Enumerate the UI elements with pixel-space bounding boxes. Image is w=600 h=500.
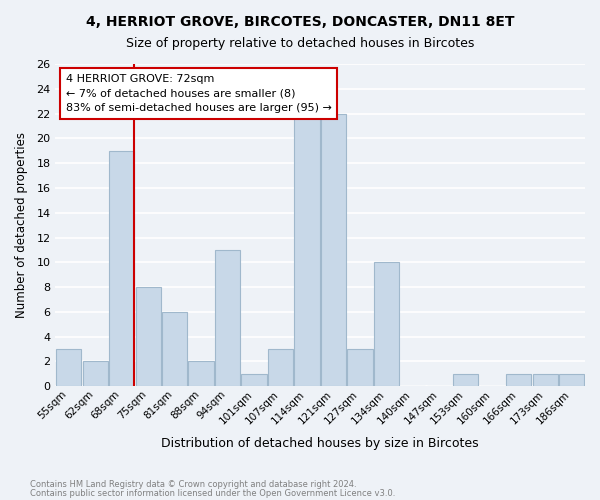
- Bar: [295, 114, 320, 386]
- Bar: [559, 374, 584, 386]
- Bar: [241, 374, 266, 386]
- Bar: [188, 362, 214, 386]
- Bar: [374, 262, 399, 386]
- Bar: [268, 349, 293, 387]
- Y-axis label: Number of detached properties: Number of detached properties: [15, 132, 28, 318]
- Bar: [109, 151, 134, 386]
- Bar: [347, 349, 373, 387]
- X-axis label: Distribution of detached houses by size in Bircotes: Distribution of detached houses by size …: [161, 437, 479, 450]
- Text: Size of property relative to detached houses in Bircotes: Size of property relative to detached ho…: [126, 38, 474, 51]
- Bar: [506, 374, 532, 386]
- Text: Contains HM Land Registry data © Crown copyright and database right 2024.: Contains HM Land Registry data © Crown c…: [30, 480, 356, 489]
- Bar: [453, 374, 478, 386]
- Bar: [533, 374, 558, 386]
- Text: Contains public sector information licensed under the Open Government Licence v3: Contains public sector information licen…: [30, 488, 395, 498]
- Bar: [136, 287, 161, 386]
- Text: 4 HERRIOT GROVE: 72sqm
← 7% of detached houses are smaller (8)
83% of semi-detac: 4 HERRIOT GROVE: 72sqm ← 7% of detached …: [66, 74, 332, 114]
- Bar: [83, 362, 108, 386]
- Bar: [162, 312, 187, 386]
- Bar: [215, 250, 240, 386]
- Text: 4, HERRIOT GROVE, BIRCOTES, DONCASTER, DN11 8ET: 4, HERRIOT GROVE, BIRCOTES, DONCASTER, D…: [86, 15, 514, 29]
- Bar: [56, 349, 81, 387]
- Bar: [321, 114, 346, 386]
